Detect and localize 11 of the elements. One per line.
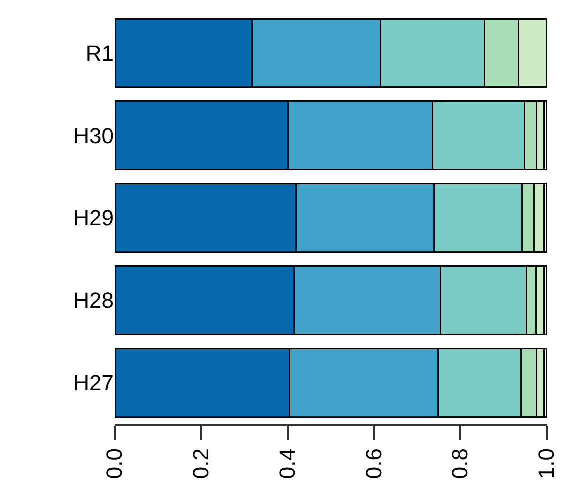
x-tick-label: 0.4 — [274, 448, 300, 480]
y-tick-label: H28 — [74, 288, 114, 314]
y-tick-label: H29 — [74, 206, 114, 231]
y-tick-label: H30 — [74, 123, 114, 148]
x-tick-label: 1.0 — [534, 448, 560, 480]
x-tick-label: 0.0 — [102, 448, 128, 480]
x-tick-label: 0.6 — [361, 448, 386, 480]
x-tick-label: 0.2 — [188, 448, 214, 480]
x-tick-label: 0.8 — [448, 448, 473, 480]
y-tick-label: H27 — [74, 370, 114, 396]
y-tick-label: R1 — [86, 40, 114, 66]
